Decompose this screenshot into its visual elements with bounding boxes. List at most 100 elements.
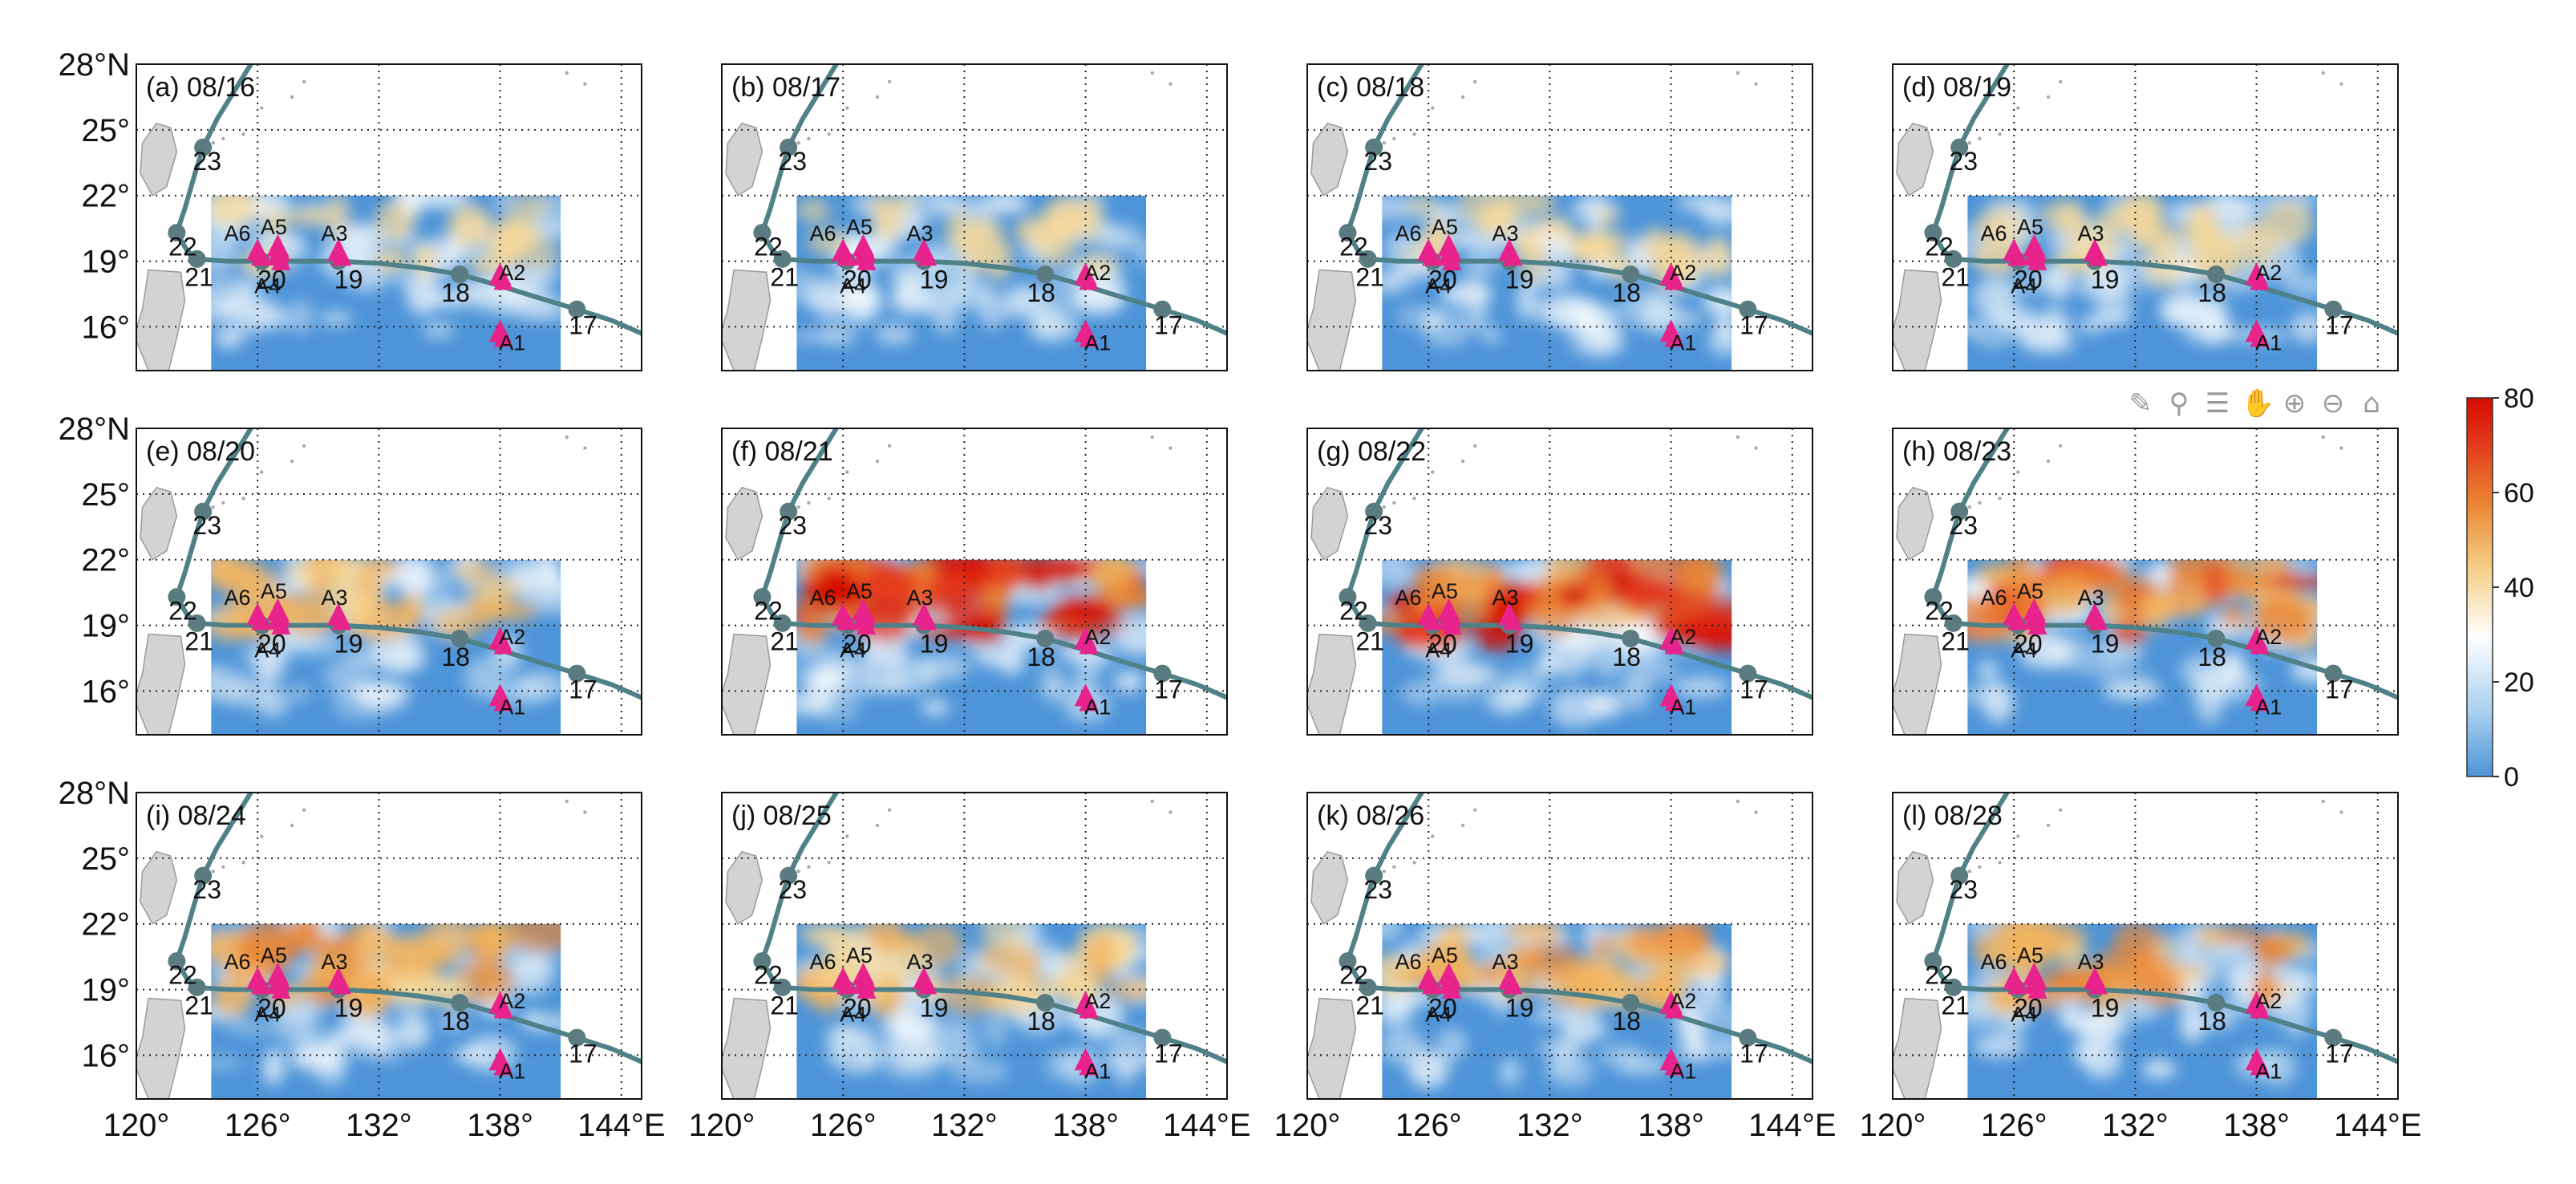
- buoy-marker: [1664, 1056, 1684, 1076]
- island: [325, 420, 328, 424]
- buoy-label: A4: [254, 274, 281, 298]
- panel-frame: [1892, 428, 2399, 736]
- day-label: 19: [1505, 993, 1534, 1022]
- buoy-label: A3: [2077, 221, 2104, 245]
- buoy-label: A2: [499, 625, 525, 649]
- buoy-label: A3: [906, 950, 933, 974]
- day-label: 19: [920, 993, 949, 1022]
- brush-icon[interactable]: ✎: [2128, 387, 2153, 420]
- luzon-land: [136, 633, 186, 735]
- buoy-label: A3: [1492, 586, 1518, 610]
- track-point: [1950, 138, 1969, 156]
- buoy-label: A6: [1395, 586, 1421, 610]
- buoy-marker: [493, 999, 513, 1019]
- taiwan-land: [1310, 122, 1349, 197]
- buoy-marker: [493, 635, 513, 655]
- buoy-label: A1: [1084, 1060, 1111, 1084]
- buoy-label: A6: [809, 586, 836, 610]
- track-point: [1924, 588, 1942, 606]
- buoy-label: A5: [846, 943, 873, 967]
- panel-frame: [1892, 63, 2399, 371]
- island: [2016, 106, 2020, 110]
- colorbar-tick-label: 40: [2504, 573, 2534, 603]
- y-tick-label: 16°: [82, 310, 131, 345]
- day-label: 22: [1925, 960, 1954, 989]
- y-tick-label: 28°N: [59, 47, 130, 83]
- colorbar-bar: [2466, 397, 2493, 777]
- track-point: [194, 866, 213, 885]
- buoy-marker: [1422, 246, 1442, 266]
- track-point: [1924, 952, 1942, 971]
- buoy-label: A2: [1084, 261, 1111, 285]
- island: [221, 865, 225, 869]
- track-point: [2207, 265, 2226, 283]
- island: [1998, 497, 2002, 501]
- island: [1472, 808, 1477, 813]
- buoy-label: A4: [1425, 274, 1452, 298]
- panel-frame: [136, 792, 642, 1100]
- island: [1496, 420, 1499, 424]
- island: [1978, 136, 1982, 140]
- taiwan-land: [1896, 122, 1934, 197]
- island: [1169, 446, 1173, 450]
- buoy-marker: [493, 327, 513, 347]
- buoy-label: A1: [2255, 331, 2282, 355]
- track-point: [2207, 993, 2226, 1012]
- island: [887, 79, 892, 84]
- buoy-label: A2: [1670, 261, 1696, 285]
- home-icon[interactable]: ⌂: [2363, 387, 2380, 420]
- day-label: 23: [192, 511, 221, 540]
- buoy-label: A5: [261, 579, 287, 603]
- day-label: 18: [441, 278, 470, 307]
- y-tick-label: 22°: [82, 543, 131, 578]
- island: [887, 444, 892, 448]
- legend-icon[interactable]: ☰: [2205, 387, 2230, 420]
- x-tick-label: 138°: [467, 1108, 533, 1143]
- x-tick-label: 120°: [1860, 1108, 1926, 1143]
- island: [211, 870, 215, 874]
- buoy-marker: [332, 975, 351, 995]
- buoy-marker: [332, 246, 351, 266]
- x-tick-label: 144°E: [1163, 1108, 1250, 1143]
- taiwan-land: [140, 486, 178, 561]
- island: [827, 497, 831, 501]
- island: [1150, 435, 1154, 440]
- zoom-out-icon[interactable]: ⊖: [2321, 387, 2345, 420]
- panel-label: (i) 08/24: [146, 801, 246, 831]
- buoy-label: A2: [1084, 989, 1111, 1013]
- day-label: 22: [754, 596, 783, 625]
- buoy-label: A1: [1670, 1060, 1696, 1084]
- track-point: [1944, 249, 1962, 268]
- colorbar-tick-label: 0: [2504, 762, 2519, 793]
- island: [1967, 141, 1971, 145]
- day-label: 23: [778, 875, 807, 904]
- pan-hand-icon[interactable]: ✋: [2241, 387, 2275, 420]
- track-point: [753, 588, 772, 606]
- island: [302, 808, 306, 813]
- island: [1967, 870, 1971, 874]
- taiwan-land: [1896, 486, 1934, 561]
- y-tick-label: 25°: [82, 113, 131, 148]
- track-point: [1339, 588, 1357, 606]
- taiwan-land: [725, 486, 763, 561]
- buoy-label: A2: [1084, 625, 1111, 649]
- track-point: [188, 614, 206, 632]
- day-label: 18: [441, 643, 470, 671]
- track-point: [1359, 614, 1377, 632]
- zoom-in-icon[interactable]: ⊕: [2282, 387, 2307, 420]
- day-label: 17: [2325, 1040, 2354, 1068]
- day-label: 18: [2197, 1007, 2226, 1036]
- buoy-marker: [836, 610, 857, 631]
- y-tick-label: 19°: [82, 609, 131, 644]
- island: [1754, 446, 1758, 450]
- buoy-marker: [1664, 999, 1684, 1019]
- buoy-label: A3: [2077, 950, 2104, 974]
- day-label: 21: [770, 263, 799, 292]
- pin-icon[interactable]: ⚲: [2169, 387, 2189, 420]
- buoy-marker: [1503, 610, 1522, 631]
- track-point: [1036, 265, 1055, 283]
- buoy-marker: [2250, 1056, 2270, 1076]
